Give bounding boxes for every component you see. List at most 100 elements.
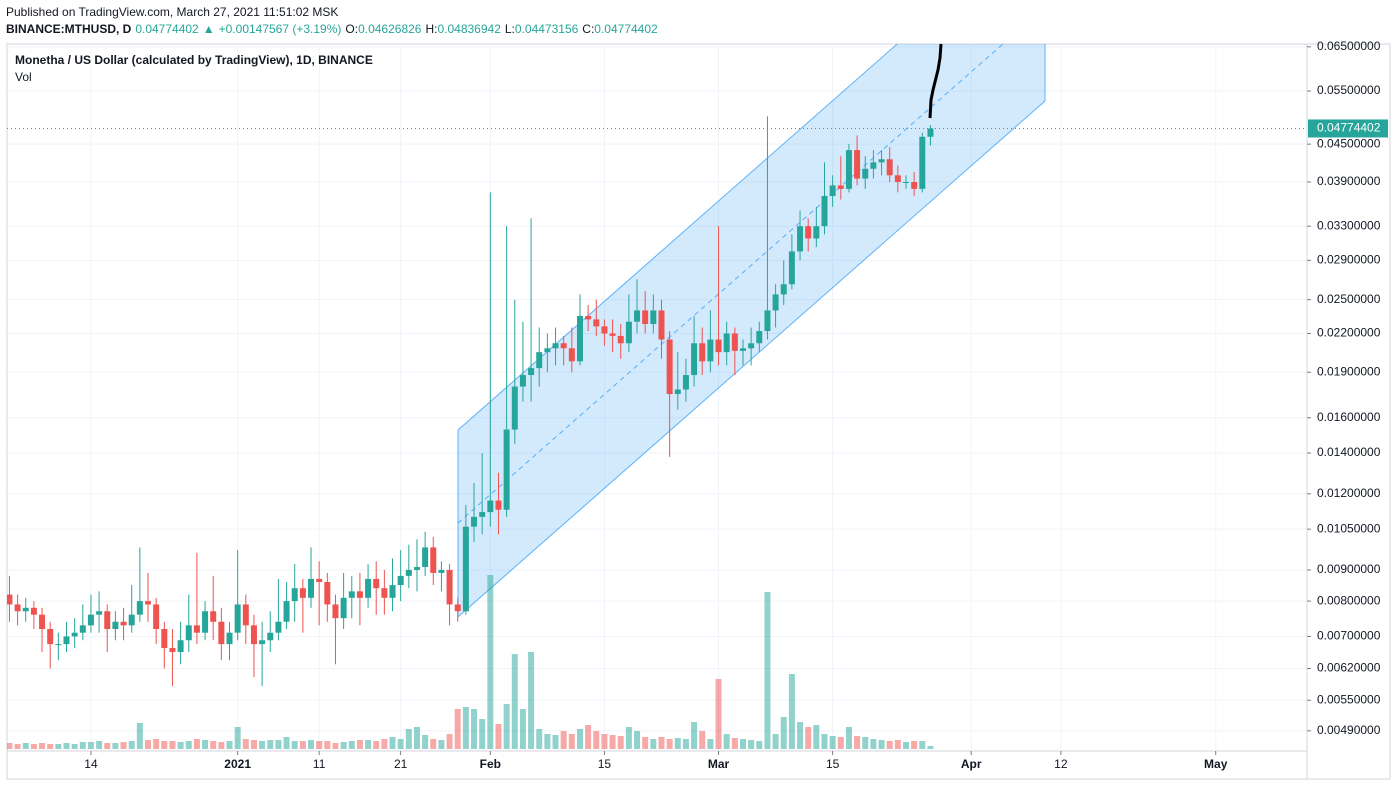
candle-body [617,335,624,344]
candle-body [242,604,249,626]
volume-bar [625,727,632,749]
price-label: 0.04774402 [1317,121,1381,135]
volume-bar [161,741,168,749]
y-tick-label: 0.01200000 [1317,486,1381,500]
candle-body [870,162,877,169]
candle-body [446,569,453,605]
volume-bar [731,738,738,749]
candle-body [568,348,575,362]
candle-body [324,581,331,605]
candle-body [136,601,143,615]
candle-body [699,343,706,362]
volume-bar [120,742,127,749]
ohlc-label: C: [582,22,595,36]
x-tick-label: 21 [394,757,408,771]
volume-bar [748,740,755,749]
candle-body [625,321,632,344]
volume-bar [471,709,478,749]
candle-body [218,621,225,645]
volume-bar [593,731,600,749]
candle-body [805,226,812,239]
y-tick-label: 0.02500000 [1317,292,1381,306]
volume-bar [503,704,510,749]
volume-bar [267,740,274,749]
candle-body [422,547,429,568]
candle-body [120,621,127,626]
y-tick-label: 0.01050000 [1317,521,1381,535]
volume-bar [560,731,567,749]
y-tick-label: 0.00900000 [1317,562,1381,576]
candle-body [340,597,347,619]
volume-bar [136,723,143,749]
candle-body [365,578,372,598]
volume-bar [226,741,233,749]
volume-bar [487,575,494,749]
volume-bar [528,652,535,749]
volume-bar [805,727,812,749]
candle-body [471,516,478,527]
candle-body [739,348,746,351]
candle-body [487,500,494,513]
candle-body [821,195,828,227]
volume-bar [797,722,804,749]
ohlc-label: O: [345,22,359,36]
volume-bar [650,739,657,749]
last-price: 0.04774402 [135,22,199,36]
y-tick-label: 0.03300000 [1317,218,1381,232]
x-tick-label: 11 [313,757,326,771]
volume-bar [446,734,453,749]
candle-body [682,375,689,390]
volume-bar [210,741,217,749]
symbol-line: BINANCE:MTHUSD, D 0.04774402 ▲ +0.001475… [6,22,658,36]
y-tick-label: 0.03900000 [1317,174,1381,188]
volume-bar [601,734,608,749]
channel-mid [457,44,1004,524]
volume-bar [658,737,665,749]
volume-bar [234,727,241,749]
x-tick-label: 12 [1054,757,1068,771]
volume-bar [878,740,885,749]
close-value: 0.04774402 [594,22,658,36]
candle-body [389,585,396,598]
volume-bar [291,741,298,749]
candle-body [511,386,518,430]
volume-bar [316,741,323,749]
volume-bar [739,739,746,749]
volume-bar [177,742,184,749]
candle-body [707,339,714,362]
candle-body [397,575,404,586]
channel [457,44,1046,618]
ohlc-label: L: [504,22,515,36]
candle-body [813,226,820,239]
volume-bar [104,743,111,749]
y-tick-label: 0.01600000 [1317,410,1381,424]
y-tick-label: 0.00800000 [1317,593,1381,607]
candle-body [87,614,94,626]
candle-body [748,343,755,349]
volume-bar [813,725,820,749]
volume-bar [381,739,388,749]
candle-body [576,316,583,362]
candle-body [267,632,274,641]
volume-bar [430,739,437,749]
candle-body [430,547,437,573]
volume-bar [780,717,787,749]
volume-bar [544,734,551,749]
candle-body [169,648,176,653]
y-tick-label: 0.06500000 [1317,39,1381,53]
candle-body [202,611,209,633]
volume-bar [299,741,306,749]
volume-bar [373,741,380,749]
volume-bar [854,736,861,749]
legend-volume: Vol [15,70,32,84]
volume-bar [837,737,844,749]
candle-body [919,136,926,189]
volume-bar [47,744,54,749]
candle-body [862,168,869,179]
y-tick-label: 0.04500000 [1317,136,1381,150]
candle-body [756,331,763,344]
y-tick-label: 0.02200000 [1317,326,1381,340]
candle-body [495,500,502,510]
